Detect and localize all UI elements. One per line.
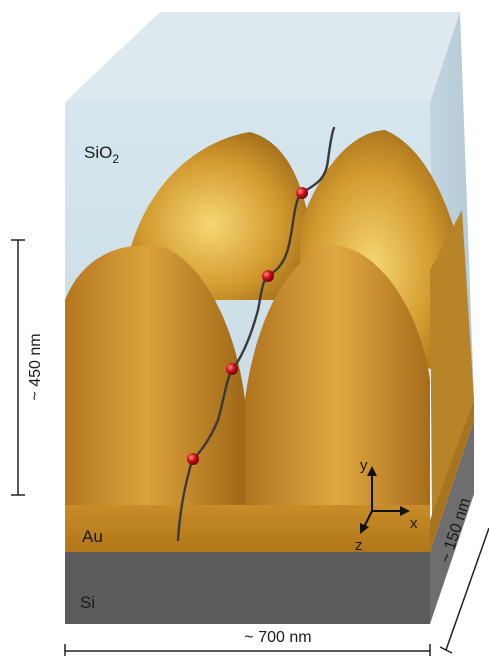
particle-2 (226, 363, 238, 375)
sio2-top-face (65, 12, 460, 102)
gold-front-lobe-left (65, 245, 245, 516)
height-dimension-bar (11, 239, 25, 496)
particle-1 (187, 453, 199, 465)
particle-4 (296, 187, 308, 199)
label-sio2-subscript: 2 (112, 152, 119, 166)
coordinate-axes (360, 466, 410, 534)
gold-front-lobe-right (245, 245, 430, 515)
axis-label-y: y (360, 457, 368, 474)
axis-label-x: x (410, 515, 418, 532)
depth-dimension-bar (439, 527, 489, 654)
label-sio2: SiO2 (84, 143, 119, 166)
width-dimension-bar (64, 644, 431, 656)
label-sio2-main: SiO (84, 143, 112, 162)
si-substrate-front (65, 552, 430, 624)
label-si: Si (80, 593, 95, 612)
gold-side-face (430, 210, 474, 520)
height-dimension-label: ~ 450 nm (27, 333, 44, 400)
gold-base (65, 505, 430, 552)
particle-trajectory (176, 126, 336, 542)
label-au: Au (82, 527, 103, 546)
axis-label-z: z (355, 537, 363, 554)
particle-3 (262, 270, 274, 282)
gold-side-lower (430, 400, 474, 552)
si-substrate-side (430, 420, 474, 624)
width-dimension-label: ~ 700 nm (244, 629, 311, 646)
